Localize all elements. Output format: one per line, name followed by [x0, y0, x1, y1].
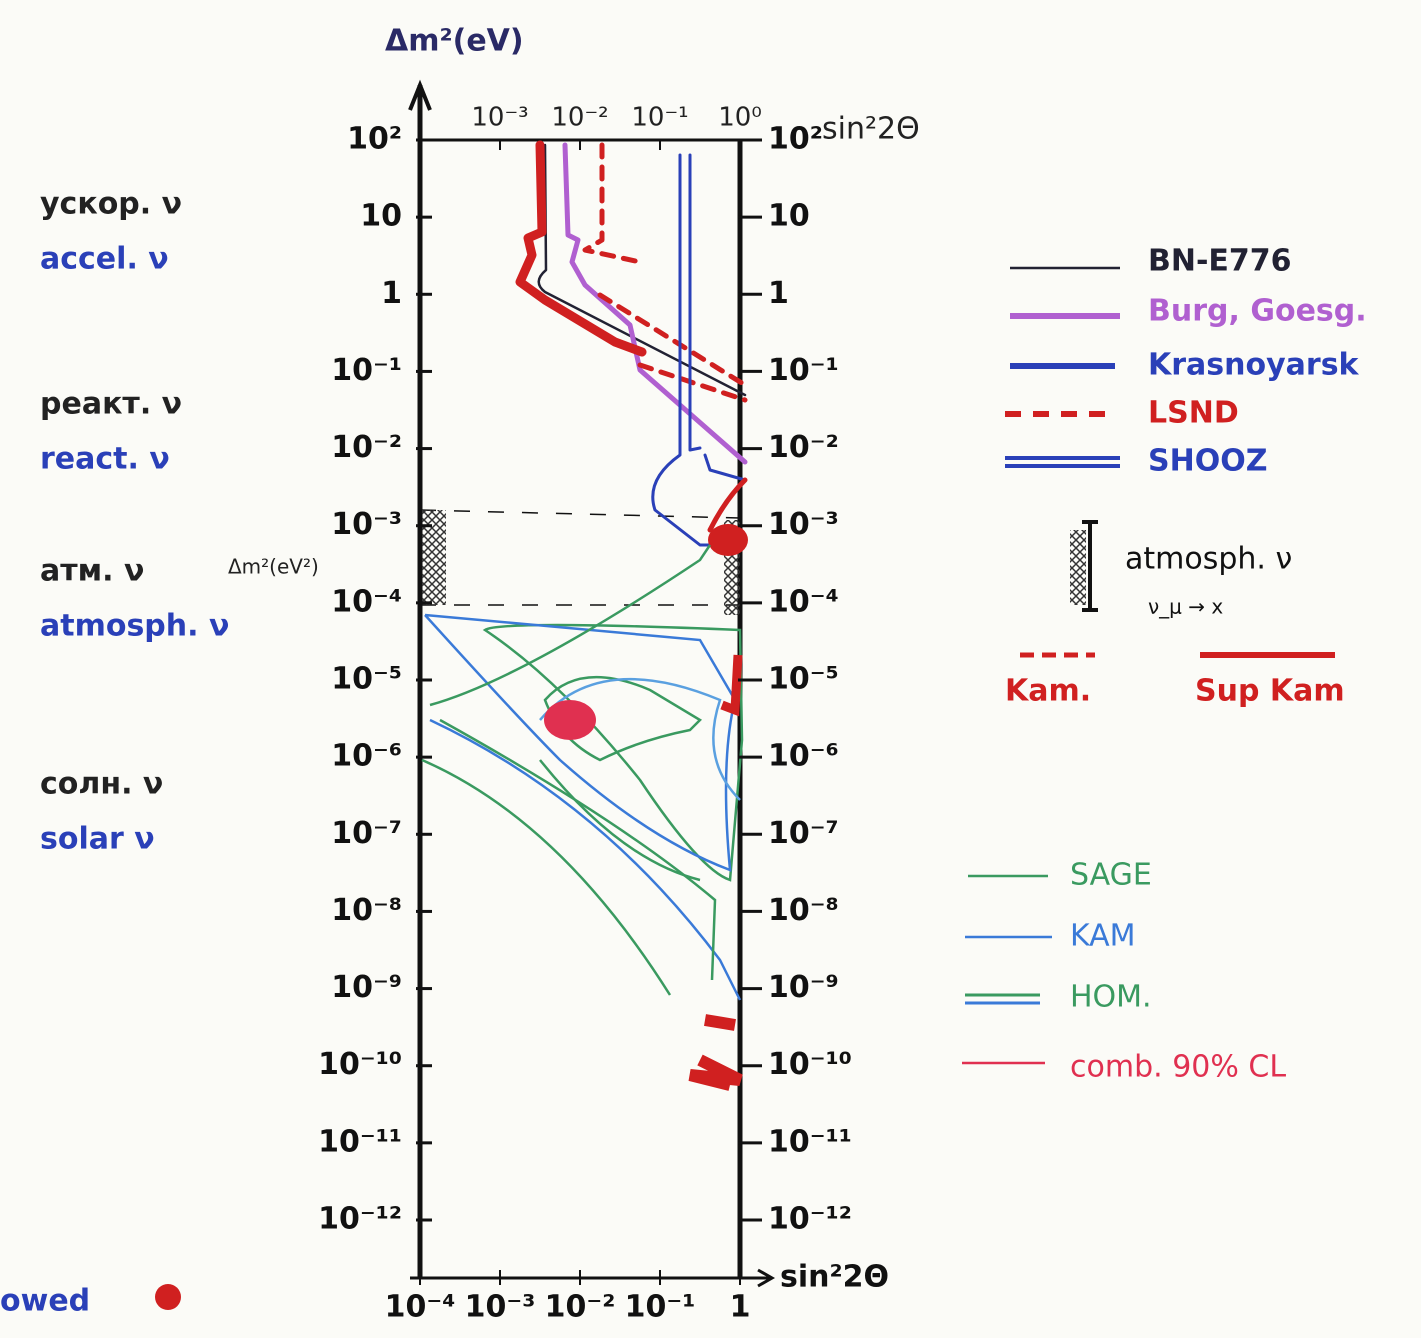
- y-tick-label: 10⁻⁹: [331, 970, 402, 1005]
- y2-tick-label: 10⁻²: [768, 430, 839, 465]
- legend-label: KAM: [1070, 919, 1136, 954]
- y-tick-label: 10²: [347, 122, 402, 157]
- y-tick-label: 10⁻²: [331, 430, 402, 465]
- legend-label: atmosph. ν: [1125, 542, 1292, 577]
- region-label-en: accel. ν: [40, 242, 169, 277]
- y-tick-label: 1: [381, 276, 402, 311]
- x-tick-label: 10⁻¹: [625, 1290, 696, 1325]
- top-x-axis-title: sin²2Θ: [822, 112, 920, 147]
- y-tick-label: 10⁻³: [331, 507, 402, 542]
- y2-tick-label: 10²: [768, 122, 823, 157]
- y2-tick-label: 10: [768, 199, 810, 234]
- chart: Δm²(eV) sin²2Θ sin²2Θ Δm²(eV²) owed atmo…: [0, 0, 1421, 1338]
- y2-tick-label: 1: [768, 276, 789, 311]
- footnote-dot: [155, 1284, 181, 1310]
- y-axis-title: Δm²(eV): [385, 24, 524, 59]
- y2-tick-label: 10⁻⁸: [768, 893, 839, 928]
- y-tick-label: 10: [360, 199, 402, 234]
- y2-tick-label: 10⁻³: [768, 507, 839, 542]
- region-label-ru: реакт. ν: [40, 387, 182, 422]
- supkam-region: [708, 524, 748, 556]
- legend-label: HOM.: [1070, 980, 1152, 1015]
- legend-swatches: [962, 268, 1335, 1063]
- solar-contours: [422, 545, 742, 1000]
- legend-note: ν_μ → x: [1148, 595, 1223, 619]
- x-axis-title: sin²2Θ: [780, 1260, 889, 1295]
- vacuum-region: [690, 1020, 740, 1085]
- combined-region: [544, 700, 596, 740]
- legend-label: Kam.: [1005, 674, 1091, 709]
- atm-axis-note: Δm²(eV²): [228, 555, 319, 579]
- x-tick-label: 10⁻⁴: [385, 1290, 456, 1325]
- top-x-tick-label: 10⁻³: [471, 103, 528, 133]
- legend-label: SAGE: [1070, 858, 1152, 893]
- legend-label: BN-E776: [1148, 244, 1292, 279]
- legend-label: Krasnoyarsk: [1148, 348, 1360, 383]
- y2-tick-label: 10⁻¹: [768, 353, 839, 388]
- y-tick-label: 10⁻⁸: [331, 893, 402, 928]
- legend-label: LSND: [1148, 396, 1239, 431]
- region-label-ru: ускор. ν: [40, 187, 182, 222]
- y-tick-label: 10⁻⁷: [331, 816, 402, 851]
- top-x-tick-label: 10⁻²: [551, 103, 608, 133]
- y-tick-label: 10⁻⁵: [331, 662, 402, 697]
- region-label-en: react. ν: [40, 442, 170, 477]
- footnote: owed: [0, 1284, 90, 1319]
- legend-label: SHOOZ: [1148, 444, 1267, 479]
- region-label-ru: атм. ν: [40, 554, 144, 589]
- y2-tick-label: 10⁻¹⁰: [768, 1047, 852, 1082]
- x-tick-label: 10⁻³: [465, 1290, 536, 1325]
- y2-tick-label: 10⁻⁴: [768, 584, 839, 619]
- y-tick-label: 10⁻⁶: [331, 739, 402, 774]
- y-tick-label: 10⁻¹²: [318, 1202, 402, 1237]
- top-x-tick-label: 10⁰: [718, 103, 762, 133]
- y-tick-label: 10⁻¹¹: [318, 1124, 402, 1159]
- region-label-en: solar ν: [40, 822, 155, 857]
- x-tick-label: 1: [730, 1290, 751, 1325]
- y2-tick-label: 10⁻⁶: [768, 739, 839, 774]
- region-label-ru: солн. ν: [40, 767, 163, 802]
- y2-tick-label: 10⁻¹²: [768, 1202, 852, 1237]
- legend-label: Sup Kam: [1195, 674, 1345, 709]
- legend-label: Burg, Goesg.: [1148, 294, 1367, 329]
- y-tick-label: 10⁻¹⁰: [318, 1047, 402, 1082]
- y2-tick-label: 10⁻⁵: [768, 662, 839, 697]
- y2-tick-label: 10⁻⁹: [768, 970, 839, 1005]
- top-x-tick-label: 10⁻¹: [631, 103, 688, 133]
- y2-tick-label: 10⁻¹¹: [768, 1124, 852, 1159]
- exclusion-curves: [520, 145, 745, 545]
- y2-tick-label: 10⁻⁷: [768, 816, 839, 851]
- x-tick-label: 10⁻²: [545, 1290, 616, 1325]
- y-tick-label: 10⁻⁴: [331, 584, 402, 619]
- y-tick-label: 10⁻¹: [331, 353, 402, 388]
- region-label-en: atmosph. ν: [40, 609, 229, 644]
- legend-label: comb. 90% CL: [1070, 1050, 1286, 1085]
